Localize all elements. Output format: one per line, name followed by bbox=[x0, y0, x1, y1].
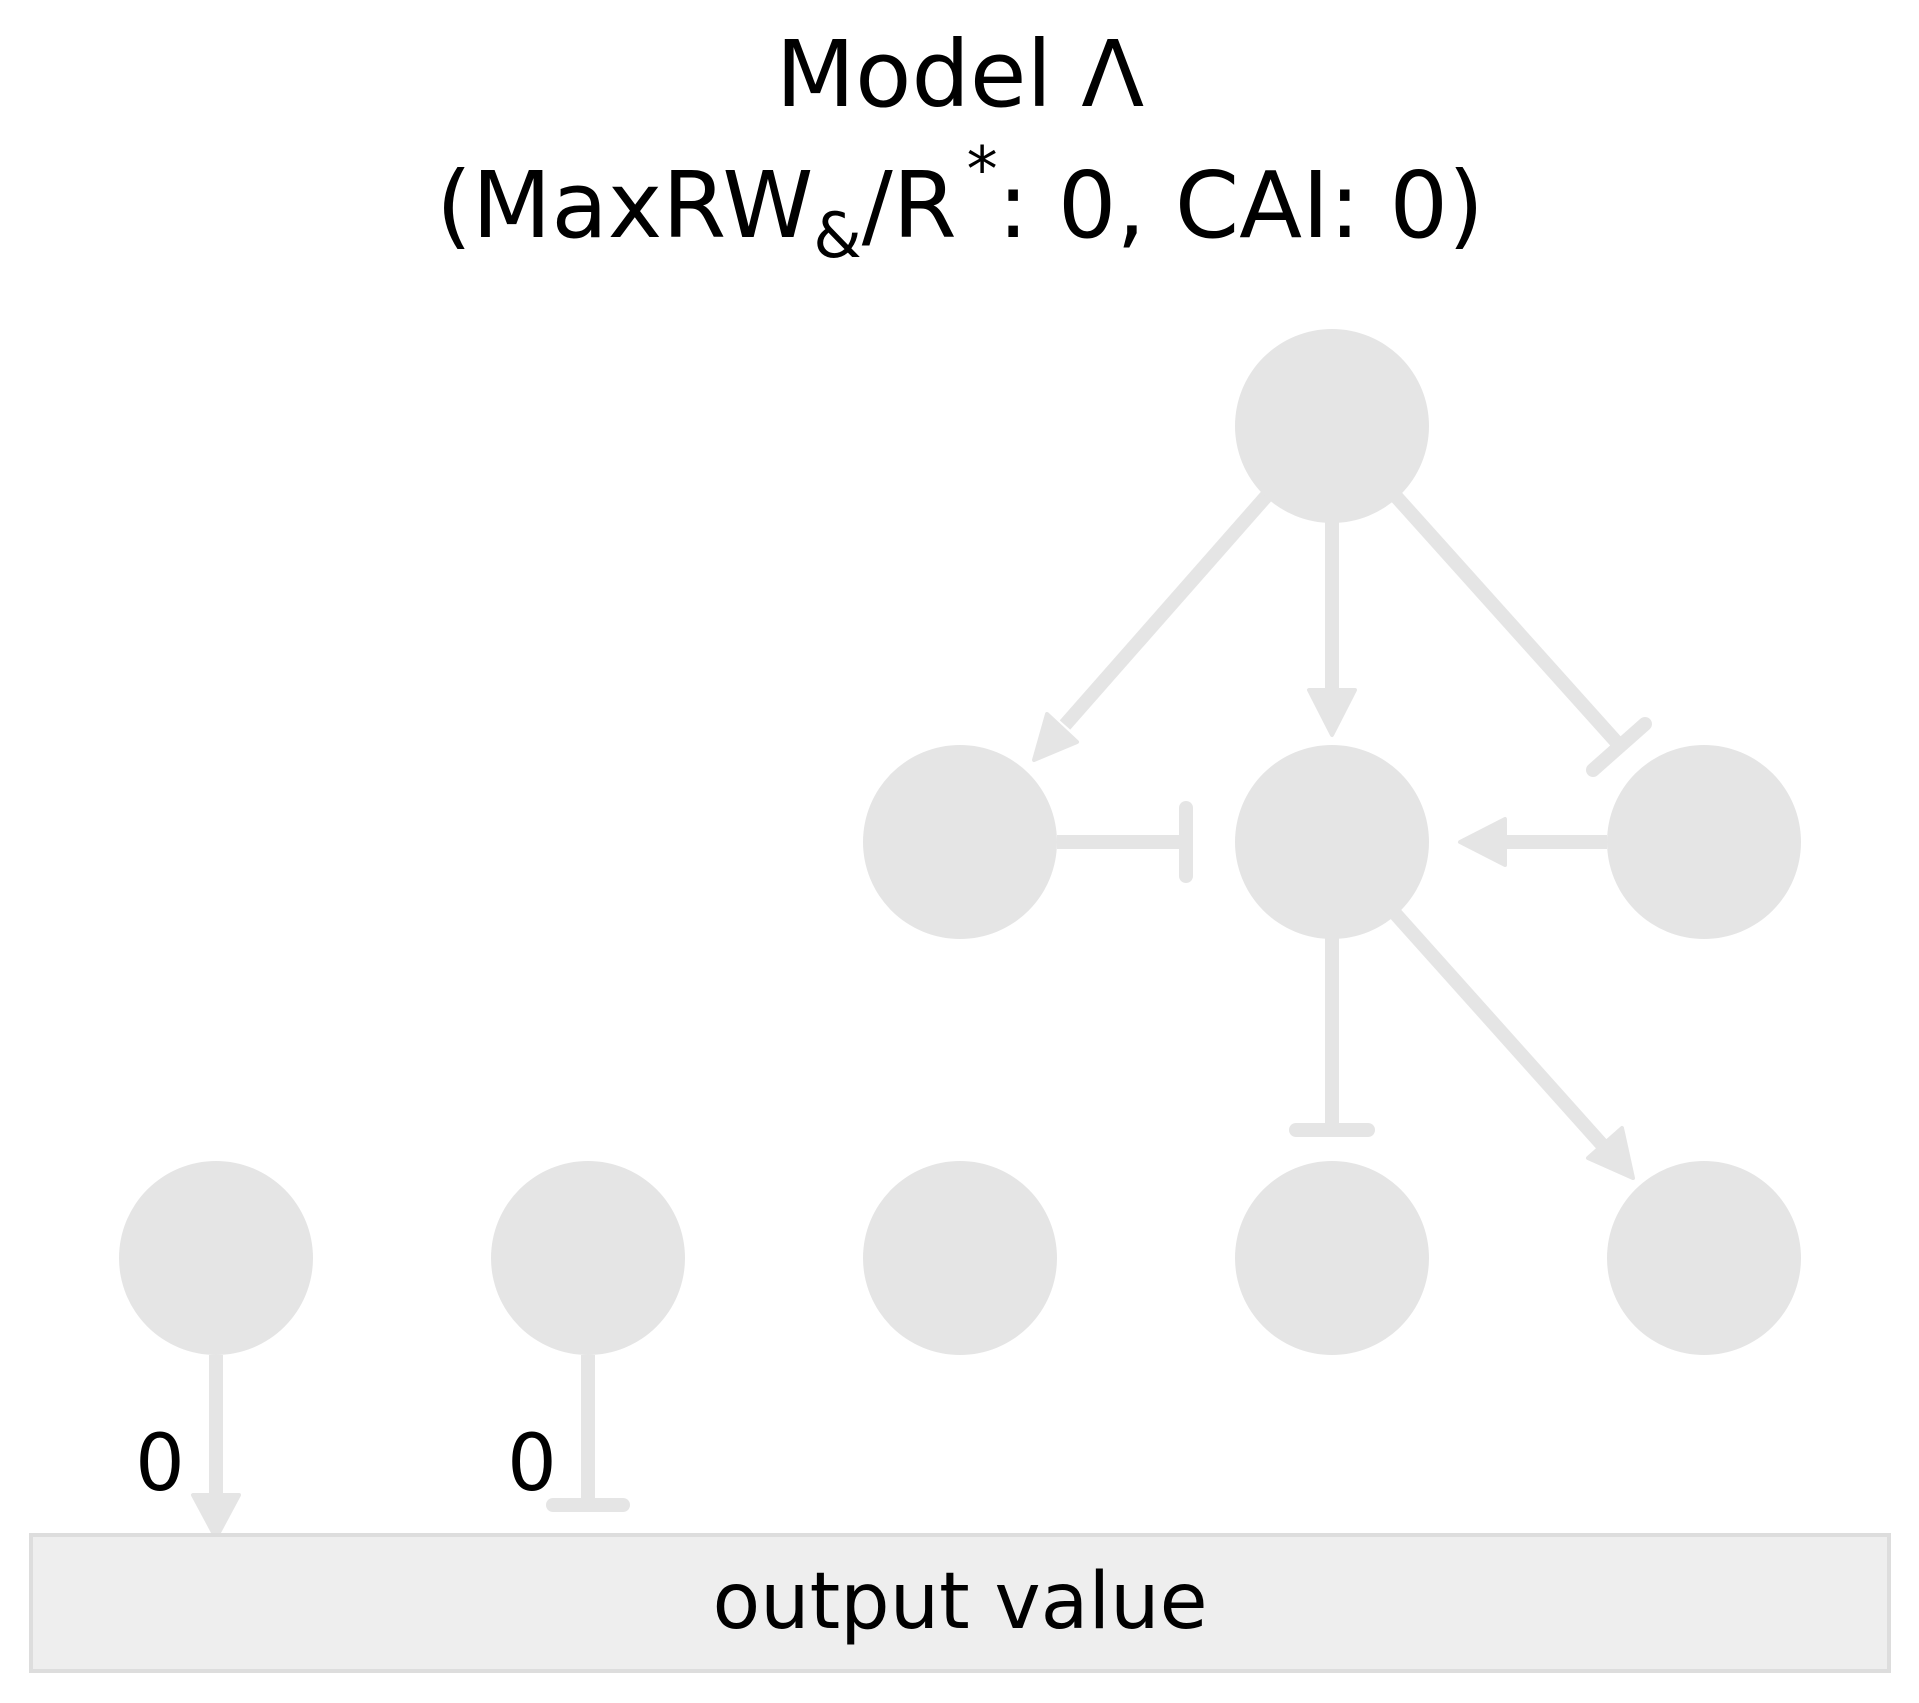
output-label: output value bbox=[712, 1557, 1207, 1647]
title-subscript: & bbox=[813, 199, 861, 272]
edges bbox=[191, 487, 1652, 1540]
edge-top-to-mid-center bbox=[1307, 520, 1357, 737]
edge-label-bottom-1: 0 bbox=[135, 1419, 185, 1509]
node-top bbox=[1235, 329, 1429, 523]
node-bottom-3 bbox=[863, 1161, 1057, 1355]
edge-mid-center-to-bottom-4 bbox=[1289, 938, 1375, 1137]
edge-mid-center-to-bottom-5 bbox=[1386, 905, 1635, 1180]
nodes bbox=[119, 329, 1801, 1355]
edge-label-bottom-2: 0 bbox=[507, 1419, 557, 1509]
edge-bottom-1-to-output bbox=[191, 1355, 241, 1540]
node-bottom-5 bbox=[1607, 1161, 1801, 1355]
output-box: output value bbox=[29, 1533, 1891, 1673]
title-line-2-rest: : 0, CAI: 0) bbox=[998, 152, 1484, 259]
title-line-2-mid: /R bbox=[862, 152, 957, 259]
node-bottom-4 bbox=[1235, 1161, 1429, 1355]
title-line-2-open: (MaxRW bbox=[436, 152, 813, 259]
node-mid-left bbox=[863, 745, 1057, 939]
node-mid-center bbox=[1235, 745, 1429, 939]
edge-mid-left-to-mid-center bbox=[1057, 801, 1193, 883]
edge-bottom-2-to-output bbox=[546, 1355, 630, 1512]
edge-top-to-mid-left bbox=[1032, 487, 1276, 762]
edge-mid-right-to-mid-center bbox=[1458, 817, 1607, 867]
title-line-2: (MaxRW&/R *: 0, CAI: 0) bbox=[436, 133, 1484, 272]
title-line-1: Model Λ bbox=[776, 21, 1144, 128]
node-mid-right bbox=[1607, 745, 1801, 939]
title-superscript: * bbox=[967, 133, 998, 206]
edge-top-to-mid-right bbox=[1386, 487, 1652, 777]
node-bottom-2 bbox=[491, 1161, 685, 1355]
node-bottom-1 bbox=[119, 1161, 313, 1355]
